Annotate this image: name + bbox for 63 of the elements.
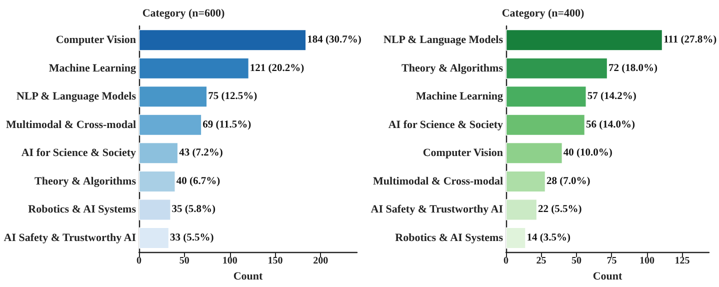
y-tick-label: NLP & Language Models — [16, 90, 137, 103]
x-tick-label: 0 — [136, 256, 142, 267]
data-label: 72 (18.0%) — [608, 62, 658, 74]
data-label: 43 (7.2%) — [179, 148, 224, 159]
data-label: 14 (3.5%) — [526, 232, 571, 244]
x-tick-label: 200 — [313, 256, 328, 267]
x-axis-title: Count — [592, 270, 623, 282]
y-tick-label: Robotics & AI Systems — [28, 204, 137, 216]
bar — [506, 199, 538, 220]
y-tick-label: Multimodal & Cross-modal — [373, 175, 504, 188]
data-label: 56 (14.0%) — [586, 119, 636, 130]
bar — [139, 58, 249, 79]
x-tick-label: 150 — [268, 256, 283, 267]
x-tick-label: 50 — [571, 256, 582, 267]
data-label: 28 (7.0%) — [546, 176, 591, 187]
x-tick-label: 50 — [179, 256, 190, 267]
bar — [506, 58, 608, 79]
data-label: 40 (6.7%) — [176, 176, 221, 187]
bar — [139, 199, 171, 220]
data-label: 121 (20.2%) — [250, 62, 305, 74]
y-tick-label: AI Safety & Trustworthy AI — [370, 204, 504, 216]
chart-title: Category (n=600) — [142, 8, 225, 20]
y-tick-label: NLP & Language Models — [384, 34, 504, 46]
bar — [506, 114, 585, 136]
chart-title: Category (n=400) — [502, 8, 584, 20]
bar — [506, 170, 546, 192]
data-label: 111 (27.8%) — [663, 34, 718, 46]
data-label: 75 (12.5%) — [208, 91, 258, 102]
bar — [506, 86, 586, 108]
x-tick-label: 75 — [606, 256, 617, 267]
data-label: 22 (5.5%) — [538, 204, 582, 216]
bar — [506, 227, 526, 249]
data-label: 57 (14.2%) — [587, 91, 637, 102]
bar — [139, 142, 178, 164]
x-tick-label: 125 — [674, 256, 690, 267]
y-tick-label: Robotics & AI Systems — [395, 232, 504, 244]
x-tick-label: 0 — [504, 256, 509, 267]
y-tick-label: AI for Science & Society — [21, 147, 136, 160]
y-tick-label: AI Safety & Trustworthy AI — [4, 232, 136, 244]
data-label: 33 (5.5%) — [170, 232, 214, 244]
y-tick-label: AI for Science & Society — [388, 118, 504, 131]
y-tick-label: Computer Vision — [422, 147, 504, 160]
y-tick-label: Machine Learning — [416, 90, 504, 103]
bar — [506, 30, 662, 51]
bar — [139, 227, 169, 249]
x-tick-label: 100 — [639, 256, 654, 267]
y-tick-label: Theory & Algorithms — [34, 175, 137, 188]
bar — [139, 170, 176, 192]
x-tick-label: 100 — [222, 256, 238, 267]
y-tick-label: Theory & Algorithms — [402, 62, 504, 74]
x-tick-label: 25 — [536, 256, 546, 267]
bar — [139, 114, 202, 136]
x-axis-title: Count — [233, 270, 264, 282]
data-label: 40 (10.0%) — [563, 148, 613, 159]
bar — [139, 86, 208, 108]
bar — [139, 30, 306, 51]
y-tick-label: Machine Learning — [48, 62, 136, 74]
bar — [506, 142, 562, 164]
data-label: 184 (30.7%) — [307, 34, 362, 46]
y-tick-label: Multimodal & Cross-modal — [6, 118, 136, 131]
data-label: 69 (11.5%) — [202, 119, 252, 130]
data-label: 35 (5.8%) — [172, 204, 216, 216]
y-tick-label: Computer Vision — [56, 34, 136, 46]
